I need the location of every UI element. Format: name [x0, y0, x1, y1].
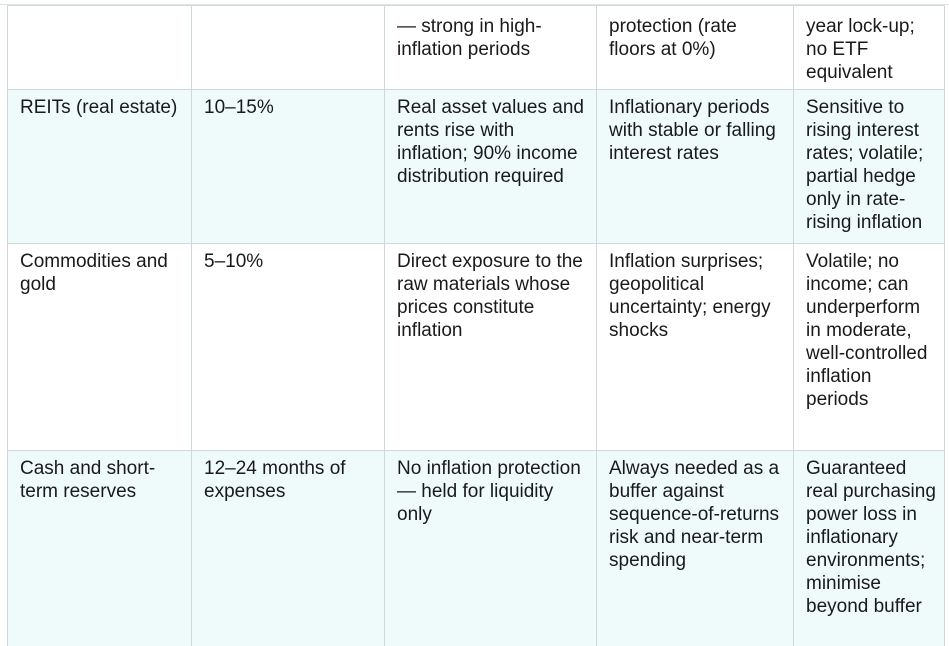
cell-risks: Volatile; no income; can underperform in… [793, 243, 945, 451]
cell-risks: year lock-up; no ETF equivalent [793, 5, 945, 90]
page-top-rule [0, 0, 949, 5]
cell-rationale: — strong in high-inflation periods [384, 5, 597, 90]
table-row: — strong in high-inflation periods prote… [7, 5, 945, 90]
cell-allocation: 10–15% [191, 89, 385, 244]
cell-allocation: 5–10% [191, 243, 385, 451]
cell-best-conditions: Always needed as a buffer against sequen… [596, 450, 794, 646]
cell-best-conditions: Inflationary periods with stable or fall… [596, 89, 794, 244]
asset-allocation-table: — strong in high-inflation periods prote… [7, 5, 945, 646]
cell-rationale: No inflation protection — held for liqui… [384, 450, 597, 646]
table-row: Cash and short-term reserves 12–24 month… [7, 450, 945, 646]
table-row: REITs (real estate) 10–15% Real asset va… [7, 89, 945, 244]
cell-risks: Guaranteed real purchasing power loss in… [793, 450, 945, 646]
cell-rationale: Real asset values and rents rise with in… [384, 89, 597, 244]
cell-asset: Commodities and gold [7, 243, 192, 451]
cell-best-conditions: Inflation surprises; geopolitical uncert… [596, 243, 794, 451]
cell-risks: Sensitive to rising interest rates; vola… [793, 89, 945, 244]
cell-allocation: 12–24 months of expenses [191, 450, 385, 646]
cell-best-conditions: protection (rate floors at 0%) [596, 5, 794, 90]
table-row: Commodities and gold 5–10% Direct exposu… [7, 243, 945, 451]
cell-rationale: Direct exposure to the raw materials who… [384, 243, 597, 451]
cell-asset: REITs (real estate) [7, 89, 192, 244]
cell-asset: Cash and short-term reserves [7, 450, 192, 646]
cell-allocation [191, 5, 385, 90]
cell-asset [7, 5, 192, 90]
